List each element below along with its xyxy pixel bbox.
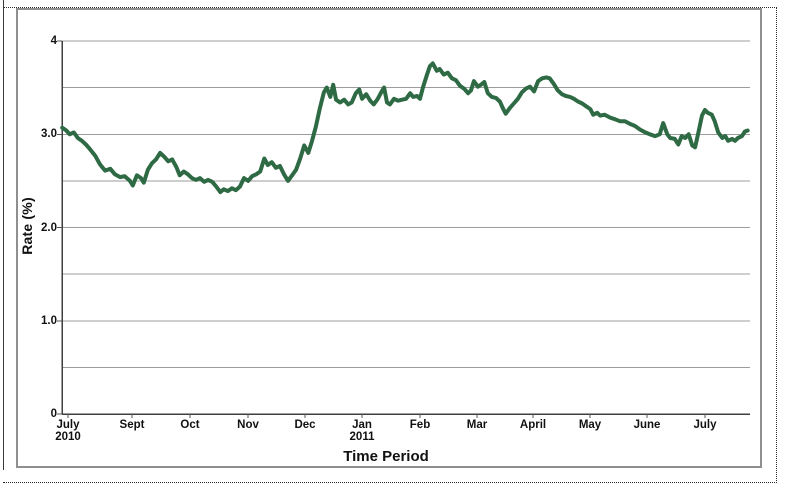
x-tick-month: June xyxy=(633,419,661,431)
rate-series-line xyxy=(60,61,750,195)
x-tick-label: April xyxy=(520,419,546,431)
y-tick-label: 1.0 xyxy=(41,314,57,327)
page-left-border xyxy=(3,0,4,470)
x-tick-label: May xyxy=(579,419,601,431)
x-tick-month: July xyxy=(693,419,717,431)
x-tick-label: July xyxy=(693,419,716,431)
y-tick-label: 2.0 xyxy=(41,221,57,234)
x-tick-year: 2011 xyxy=(349,431,375,443)
chart-frame xyxy=(16,8,762,468)
x-tick-month: Feb xyxy=(409,419,431,431)
y-tick-label: 0 xyxy=(50,408,57,420)
x-tick-month: Jan xyxy=(352,419,372,431)
x-tick-label: Oct xyxy=(180,419,199,431)
x-tick-label: Dec xyxy=(294,419,315,431)
dotted-outer-border xyxy=(3,7,777,483)
x-tick-label: Nov xyxy=(237,419,259,431)
x-tick-month: Mar xyxy=(466,419,488,431)
y-tick-label: 4 xyxy=(50,35,57,47)
x-tick-label: Mar xyxy=(467,419,487,431)
x-tick-month: May xyxy=(578,419,602,431)
x-tick-month: Nov xyxy=(237,419,259,431)
y-tick-label: 3.0 xyxy=(41,128,57,141)
x-tick-month: Dec xyxy=(294,419,316,431)
x-tick-label: Sept xyxy=(120,419,145,431)
x-axis-title: Time Period xyxy=(343,448,429,465)
x-tick-month: April xyxy=(519,419,547,431)
x-tick-label: July 2010 xyxy=(55,419,81,443)
x-tick-year: 2010 xyxy=(55,431,81,443)
x-tick-month: Oct xyxy=(180,419,200,431)
x-tick-month: July xyxy=(56,419,80,431)
x-tick-label: Jan 2011 xyxy=(350,419,375,443)
x-tick-month: Sept xyxy=(119,419,145,431)
x-tick-label: June xyxy=(634,419,661,431)
x-tick-label: Feb xyxy=(410,419,430,431)
